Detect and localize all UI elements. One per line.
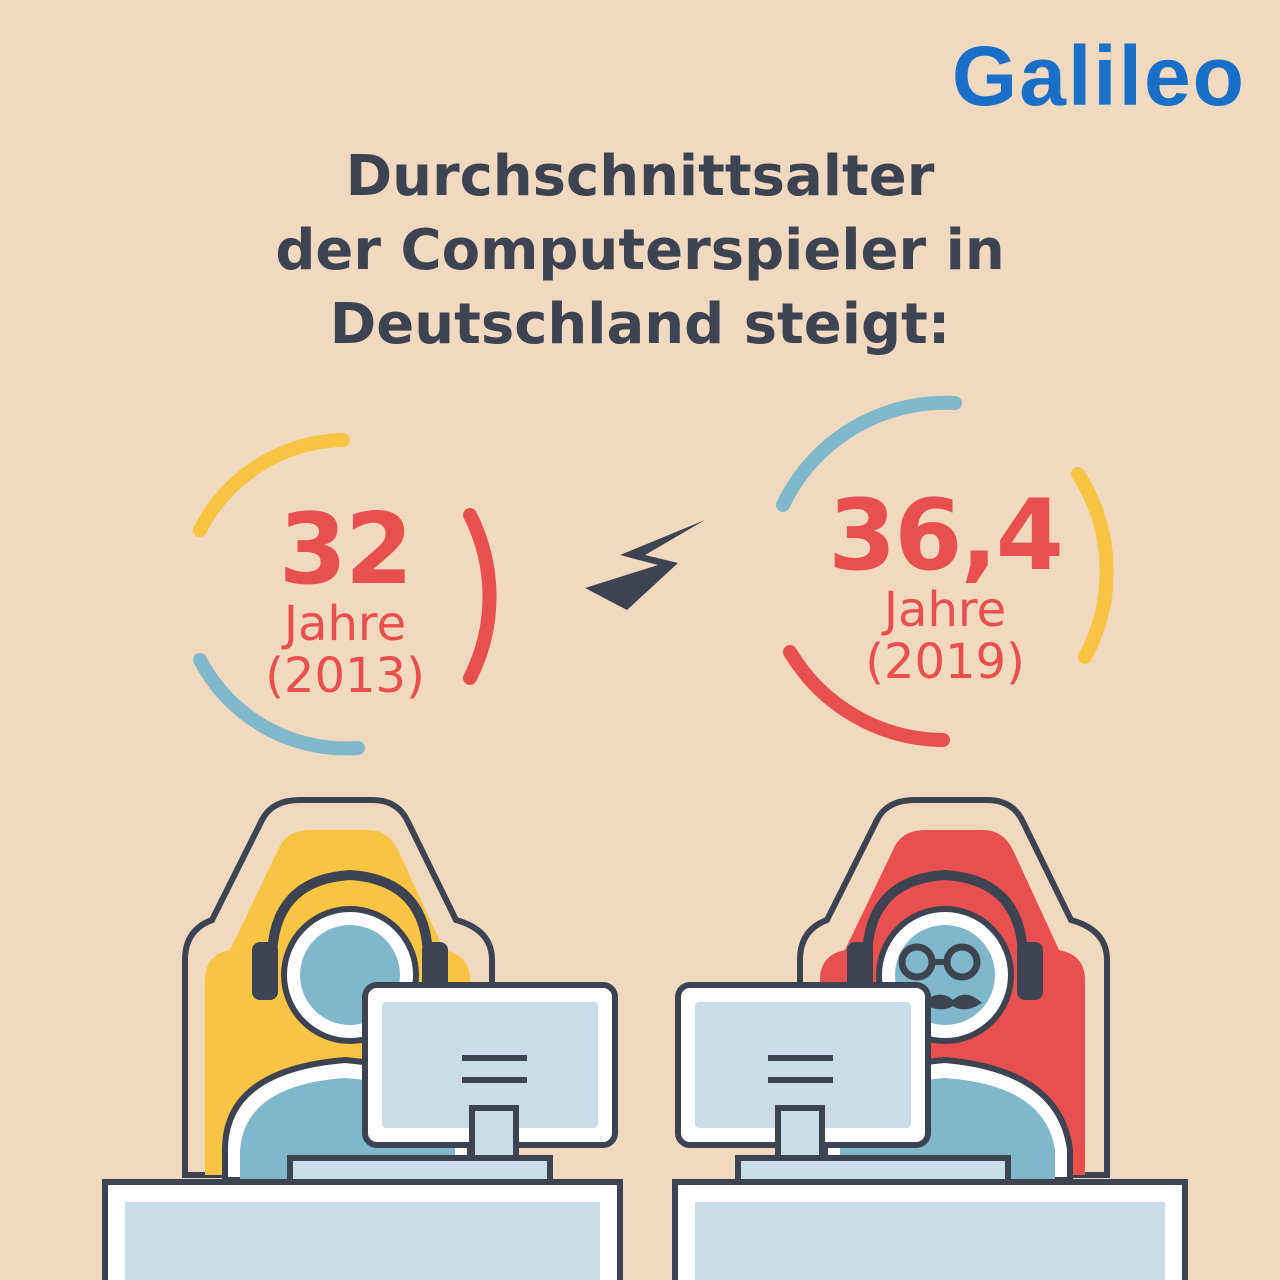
ring-arc-blue (193, 653, 365, 756)
galileo-logo: Galileo (951, 29, 1246, 123)
lightning-bolt-icon (585, 520, 705, 610)
stat-year: (2013) (265, 648, 425, 704)
stat-value: 36,4 (828, 479, 1064, 593)
stat-year: (2019) (865, 634, 1025, 690)
ring-arc-red (783, 645, 950, 747)
stat-2013: 32 Jahre (2013) (200, 493, 490, 704)
ring-arc-yellow (1071, 467, 1114, 664)
gamer-old-icon (672, 797, 1188, 1280)
stat-unit: Jahre (883, 582, 1007, 638)
ring-2019 (776, 395, 1114, 747)
ring-arc-blue (776, 395, 962, 512)
page-title: Durchschnittsalter der Computerspieler i… (0, 140, 1280, 362)
ring-arc-yellow (193, 433, 350, 537)
stat-value: 32 (278, 493, 413, 607)
title-line-2: der Computerspieler in (275, 218, 1005, 283)
gamer-young-icon (102, 797, 623, 1280)
ring-2013 (193, 433, 497, 756)
title-line-1: Durchschnittsalter (345, 144, 935, 209)
title-line-3: Deutschland steigt: (329, 292, 951, 357)
ring-arc-red (463, 508, 497, 685)
stat-2019: 36,4 Jahre (2019) (790, 479, 1100, 690)
stat-unit: Jahre (283, 596, 407, 652)
